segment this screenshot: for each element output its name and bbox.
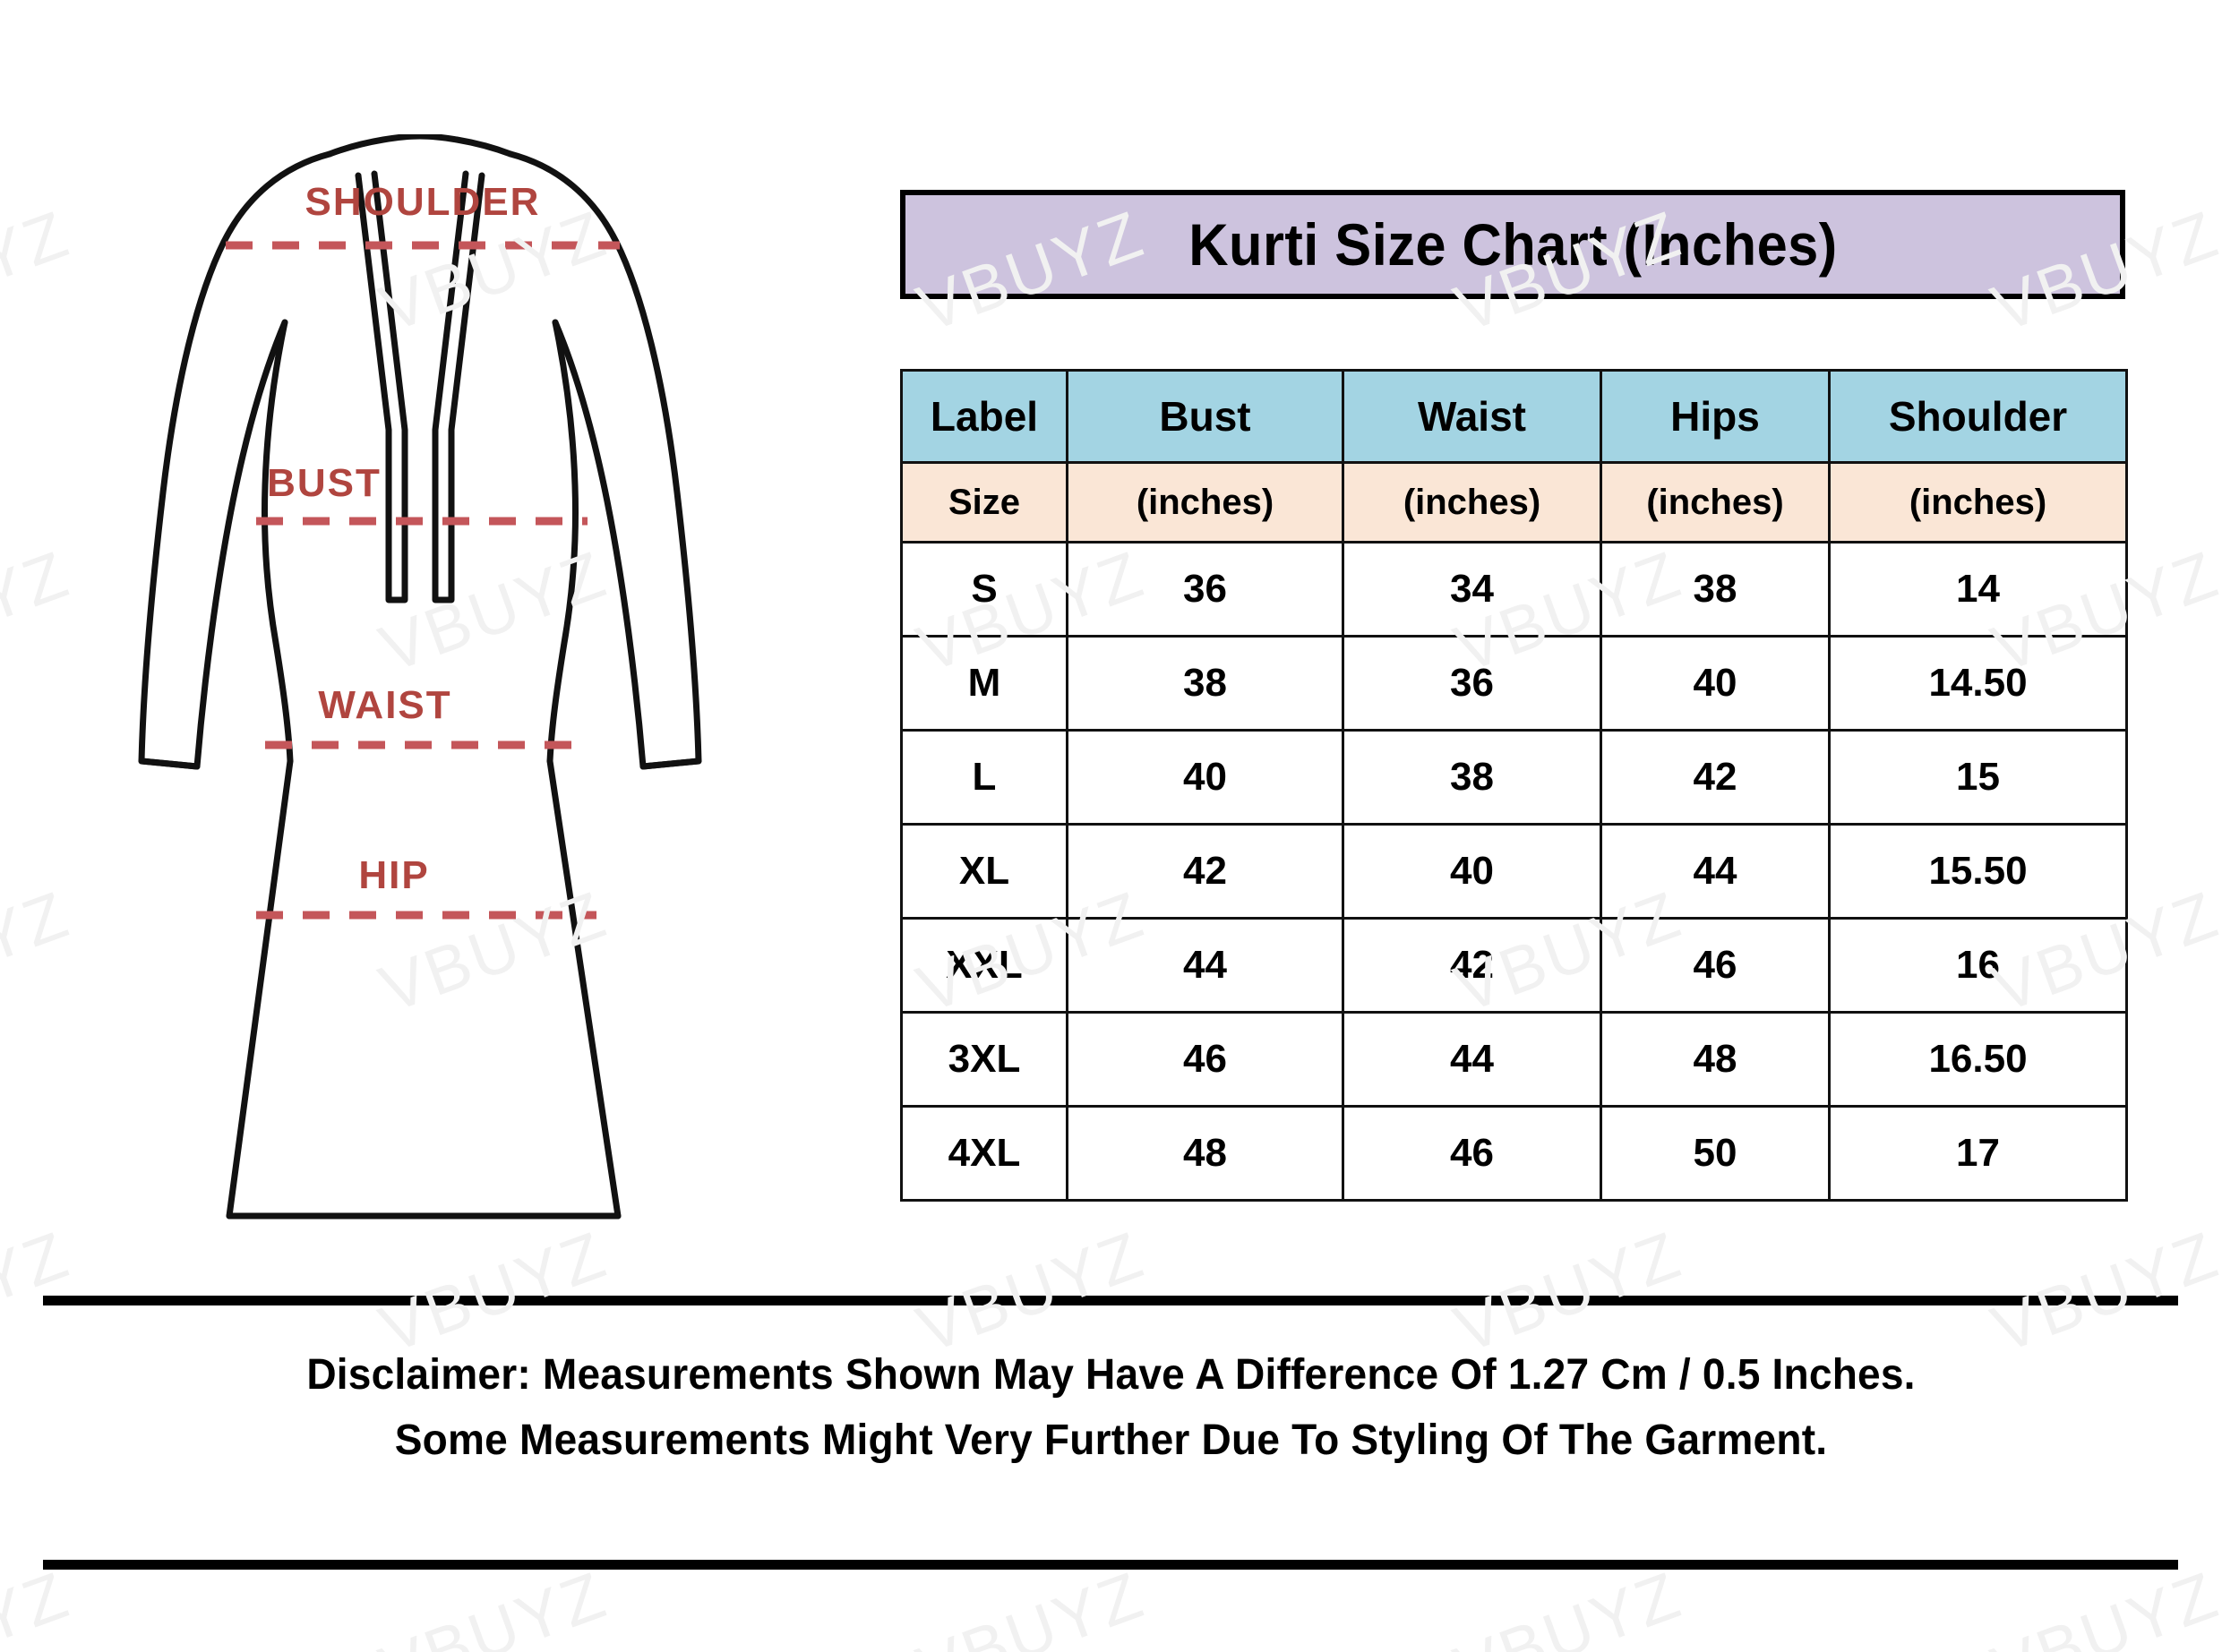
table-header: Label Bust Waist Hips Shoulder Size (inc… xyxy=(900,369,2128,544)
figure-label-bust: BUST xyxy=(267,461,382,505)
cell-shoulder: 14 xyxy=(1828,541,2128,638)
cell-bust: 38 xyxy=(1066,635,1344,732)
cell-hips: 48 xyxy=(1600,1011,1831,1108)
cell-bust: 44 xyxy=(1066,917,1344,1014)
watermark-text: VBUYZ xyxy=(370,1556,617,1652)
table-row: M 38 36 40 14.50 xyxy=(900,635,2128,732)
watermark-text: VBUYZ xyxy=(0,1556,80,1652)
cell-bust: 40 xyxy=(1066,729,1344,826)
table-row: 4XL 48 46 50 17 xyxy=(900,1105,2128,1202)
unit-header-shoulder-inches: (inches) xyxy=(1828,461,2128,544)
disclaimer-block: Disclaimer: Measurements Shown May Have … xyxy=(0,1350,2222,1481)
unit-header-size: Size xyxy=(900,461,1068,544)
watermark-text: VBUYZ xyxy=(1445,0,1691,6)
cell-hips: 38 xyxy=(1600,541,1831,638)
divider-top xyxy=(43,1296,2178,1305)
table-row: XXL 44 42 46 16 xyxy=(900,917,2128,1014)
cell-waist: 40 xyxy=(1342,823,1602,920)
cell-size-label: 3XL xyxy=(900,1011,1068,1108)
figure-label-shoulder: SHOULDER xyxy=(305,180,541,224)
cell-shoulder: 14.50 xyxy=(1828,635,2128,732)
cell-size-label: M xyxy=(900,635,1068,732)
watermark-text: VBUYZ xyxy=(370,0,616,6)
cell-bust: 42 xyxy=(1066,823,1344,920)
divider-bottom xyxy=(43,1560,2178,1570)
unit-header-waist-inches: (inches) xyxy=(1342,461,1602,544)
watermark-text: VBUYZ xyxy=(1982,1556,2222,1652)
cell-hips: 46 xyxy=(1600,917,1831,1014)
watermark-text: VBUYZ xyxy=(1982,1216,2222,1367)
page-title: Kurti Size Chart (Inches) xyxy=(1188,211,1838,278)
watermark-text: VBUYZ xyxy=(1445,1216,1692,1367)
watermark-text: VBUYZ xyxy=(0,0,79,6)
cell-waist: 42 xyxy=(1342,917,1602,1014)
column-header-label: Label xyxy=(900,369,1068,464)
cell-waist: 38 xyxy=(1342,729,1602,826)
cell-bust: 36 xyxy=(1066,541,1344,638)
column-header-shoulder: Shoulder xyxy=(1828,369,2128,464)
watermark-text: VBUYZ xyxy=(0,195,80,347)
table-header-row-measurements: Label Bust Waist Hips Shoulder xyxy=(900,369,2128,464)
cell-bust: 48 xyxy=(1066,1105,1344,1202)
cell-hips: 50 xyxy=(1600,1105,1831,1202)
cell-waist: 36 xyxy=(1342,635,1602,732)
table-row: S 36 34 38 14 xyxy=(900,541,2128,638)
table-header-row-units: Size (inches) (inches) (inches) (inches) xyxy=(900,461,2128,544)
column-header-bust: Bust xyxy=(1066,369,1344,464)
cell-shoulder: 16.50 xyxy=(1828,1011,2128,1108)
unit-header-bust-inches: (inches) xyxy=(1066,461,1344,544)
watermark-text: VBUYZ xyxy=(907,1556,1154,1652)
cell-size-label: S xyxy=(900,541,1068,638)
cell-shoulder: 15.50 xyxy=(1828,823,2128,920)
cell-shoulder: 17 xyxy=(1828,1105,2128,1202)
watermark-text: VBUYZ xyxy=(1445,1556,1692,1652)
column-header-waist: Waist xyxy=(1342,369,1602,464)
size-chart-table: Label Bust Waist Hips Shoulder Size (inc… xyxy=(900,369,2128,1202)
figure-label-waist: WAIST xyxy=(318,683,451,727)
chart-title-bar: Kurti Size Chart (Inches) xyxy=(900,190,2125,299)
cell-hips: 44 xyxy=(1600,823,1831,920)
watermark-text: VBUYZ xyxy=(0,535,80,687)
table-row: 3XL 46 44 48 16.50 xyxy=(900,1011,2128,1108)
watermark-text: VBUYZ xyxy=(0,876,80,1027)
cell-shoulder: 16 xyxy=(1828,917,2128,1014)
column-header-hips: Hips xyxy=(1600,369,1831,464)
cell-size-label: L xyxy=(900,729,1068,826)
disclaimer-line-1: Disclaimer: Measurements Shown May Have … xyxy=(306,1351,1916,1399)
disclaimer-line-2: Some Measurements Might Very Further Due… xyxy=(394,1417,1828,1464)
watermark-text: VBUYZ xyxy=(0,1216,80,1367)
watermark-text: VBUYZ xyxy=(907,0,1154,6)
table-body: S 36 34 38 14 M 38 36 40 14.50 L 40 38 4… xyxy=(900,541,2128,1202)
figure-label-hip: HIP xyxy=(358,853,429,897)
cell-waist: 46 xyxy=(1342,1105,1602,1202)
cell-hips: 42 xyxy=(1600,729,1831,826)
cell-bust: 46 xyxy=(1066,1011,1344,1108)
kurti-illustration: SHOULDER BUST WAIST HIP xyxy=(90,134,770,1271)
cell-shoulder: 15 xyxy=(1828,729,2128,826)
watermark-text: VBUYZ xyxy=(1982,0,2222,6)
cell-size-label: XXL xyxy=(900,917,1068,1014)
watermark-text: VBUYZ xyxy=(907,1216,1154,1367)
cell-waist: 44 xyxy=(1342,1011,1602,1108)
table-row: L 40 38 42 15 xyxy=(900,729,2128,826)
unit-header-hips-inches: (inches) xyxy=(1600,461,1831,544)
cell-waist: 34 xyxy=(1342,541,1602,638)
cell-size-label: XL xyxy=(900,823,1068,920)
cell-size-label: 4XL xyxy=(900,1105,1068,1202)
cell-hips: 40 xyxy=(1600,635,1831,732)
size-chart-panel: Kurti Size Chart (Inches) Label Bust Wai… xyxy=(900,190,2128,1202)
table-row: XL 42 40 44 15.50 xyxy=(900,823,2128,920)
